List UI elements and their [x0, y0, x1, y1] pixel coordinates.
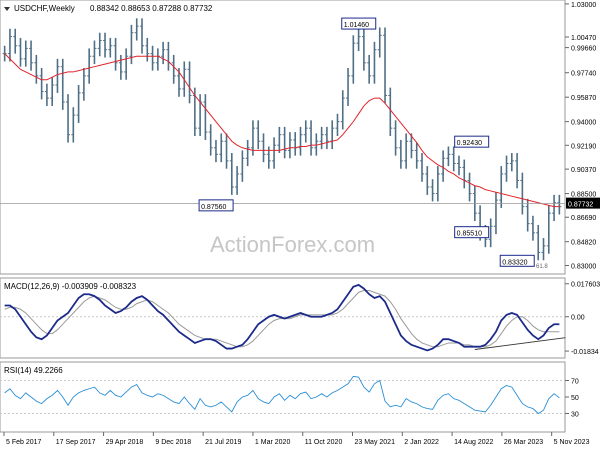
swing-level-label: 0.83320 [502, 259, 527, 266]
price-y-tick-label: 0.94000 [571, 120, 596, 127]
rsi-y-tick-label: 50 [571, 395, 579, 402]
swing-level-box [454, 226, 490, 239]
price-title-group: USDCHF,Weekly 0.88342 0.88653 0.87288 0.… [4, 4, 213, 13]
macd-panel-title: MACD(12,26,9) -0.003909 -0.008323 [4, 282, 137, 291]
price-y-tick-label: 0.90370 [571, 167, 596, 174]
time-x-axis: 5 Feb 2017 17 Sep 2017 29 Apr 2018 9 Dec 20… [3, 432, 590, 446]
watermark-layer: ActionForex.com [210, 232, 375, 257]
price-y-tick-label: 0.95870 [571, 95, 596, 102]
x-tick-label: 11 Oct 2020 [305, 439, 343, 446]
macd-trendline [474, 337, 566, 350]
rsi-y-tick-label: 70 [571, 379, 579, 386]
x-tick-label: 2 Jan 2022 [404, 439, 439, 446]
swing-level-label: 1.01460 [344, 22, 369, 29]
ohlc-readout: 0.88342 0.88653 0.87288 0.87732 [90, 4, 213, 13]
swing-level-box [341, 17, 377, 30]
macd-y-tick-label: -0.01834 [571, 349, 599, 356]
swing-level-box [454, 135, 490, 148]
macd-line [4, 283, 560, 352]
x-tick-label: 1 Mar 2020 [255, 439, 291, 446]
macd-panel-frame [0, 277, 566, 359]
x-tick-label: 5 Nov 2023 [554, 439, 590, 446]
rsi-line [4, 375, 560, 415]
moving-average-layer [4, 53, 560, 208]
price-y-tick-label: 0.84820 [571, 240, 596, 247]
rsi-lines [4, 375, 560, 415]
price-y-tick-label: 0.88500 [571, 192, 596, 199]
current-price-label: 0.87732 [568, 202, 593, 209]
watermark: ActionForex.com [210, 232, 375, 257]
swing-level-label: 0.85510 [457, 231, 482, 238]
rsi-y-tick-label: 30 [571, 412, 579, 419]
current-price-line-layer: 0.87732 [0, 197, 600, 209]
current-price-tag [566, 197, 600, 209]
price-y-tick-label: 1.03000 [571, 2, 596, 9]
macd-y-tick-label: 0.017603 [571, 282, 600, 289]
swing-level-box [198, 199, 234, 212]
x-tick-label: 17 Sep 2017 [56, 439, 96, 446]
price-y-tick-label: 0.97740 [571, 71, 596, 78]
x-tick-label: 5 Feb 2017 [6, 439, 42, 446]
macd-lines [4, 283, 566, 352]
x-tick-label: 29 Apr 2018 [106, 439, 144, 446]
price-y-axis: 1.03000 1.00470 0.99660 0.97740 0.95870 0.940… [565, 2, 596, 270]
swing-level-label: 0.87560 [201, 204, 226, 211]
price-annotations: 1.01460 0.92430 0.87560 0.85510 0.83320 61.8 [198, 17, 548, 270]
moving-average-line [4, 53, 560, 208]
x-tick-label: 23 May 2021 [355, 439, 396, 446]
fib-label: 61.8 [536, 264, 548, 270]
price-y-tick-label: 1.00470 [571, 35, 596, 42]
x-tick-label: 9 Dec 2018 [155, 439, 191, 446]
price-y-tick-label: 0.86690 [571, 215, 596, 222]
macd-y-axis: 0.017603 0.00 -0.01834 [565, 282, 600, 356]
price-y-tick-label: 0.83000 [571, 263, 596, 270]
price-y-tick-label: 0.92190 [571, 143, 596, 150]
price-panel-title: USDCHF,Weekly [14, 4, 75, 13]
macd-y-tick-label: 0.00 [571, 315, 585, 322]
x-tick-label: 14 Aug 2022 [454, 439, 493, 446]
dropdown-triangle-icon [4, 7, 10, 11]
swing-level-box [499, 254, 535, 267]
rsi-y-axis: 70 50 30 [565, 379, 579, 419]
price-panel-frame [0, 0, 566, 275]
price-y-tick-label: 0.99660 [571, 46, 596, 53]
x-tick-label: 21 Jul 2019 [205, 439, 241, 446]
swing-level-label: 0.92430 [457, 140, 482, 147]
rsi-panel-title: RSI(14) 49.2266 [4, 366, 63, 375]
x-tick-label: 26 Mar 2023 [504, 439, 543, 446]
